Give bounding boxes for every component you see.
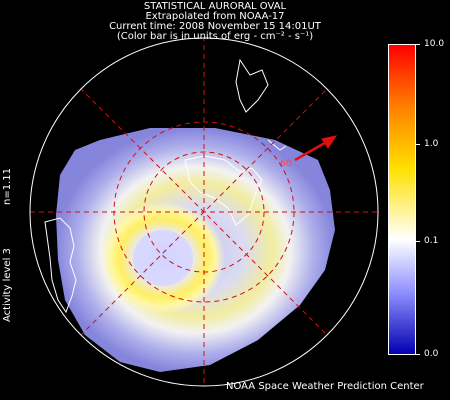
coastlines — [44, 58, 287, 314]
credit-line: NOAA Space Weather Prediction Center — [226, 381, 424, 392]
auroral-oval-center — [133, 230, 193, 286]
sun-direction-arrow — [294, 135, 338, 162]
colorbar-label-min: 0.0 — [424, 349, 439, 359]
latitude-label-60: 60 — [280, 159, 292, 169]
colorbar-tick — [416, 241, 420, 242]
colorbar — [388, 44, 416, 355]
colorbar-tick — [416, 354, 420, 355]
colorbar-label-max: 10.0 — [424, 39, 445, 49]
title-block: STATISTICAL AURORAL OVAL Extrapolated fr… — [60, 2, 370, 42]
colorbar-label-1: 1.0 — [424, 139, 439, 149]
globe-boundary — [29, 37, 379, 387]
colorbar-units: (Color bar is in units of erg - cm⁻² - s… — [116, 31, 314, 42]
current-time: Current time: 2008 November 15 14:01UT — [109, 21, 321, 32]
colorbar-gradient — [389, 45, 415, 354]
meridian-diag-2 — [79, 87, 329, 337]
colorbar-tick — [416, 144, 420, 145]
map-title: STATISTICAL AURORAL OVAL — [143, 1, 287, 12]
colorbar-tick — [416, 44, 420, 45]
colorbar-label-01: 0.1 — [424, 236, 439, 246]
data-source: Extrapolated from NOAA-17 — [145, 11, 285, 22]
globe-area — [30, 38, 378, 386]
lat-lon-grid — [30, 38, 378, 386]
